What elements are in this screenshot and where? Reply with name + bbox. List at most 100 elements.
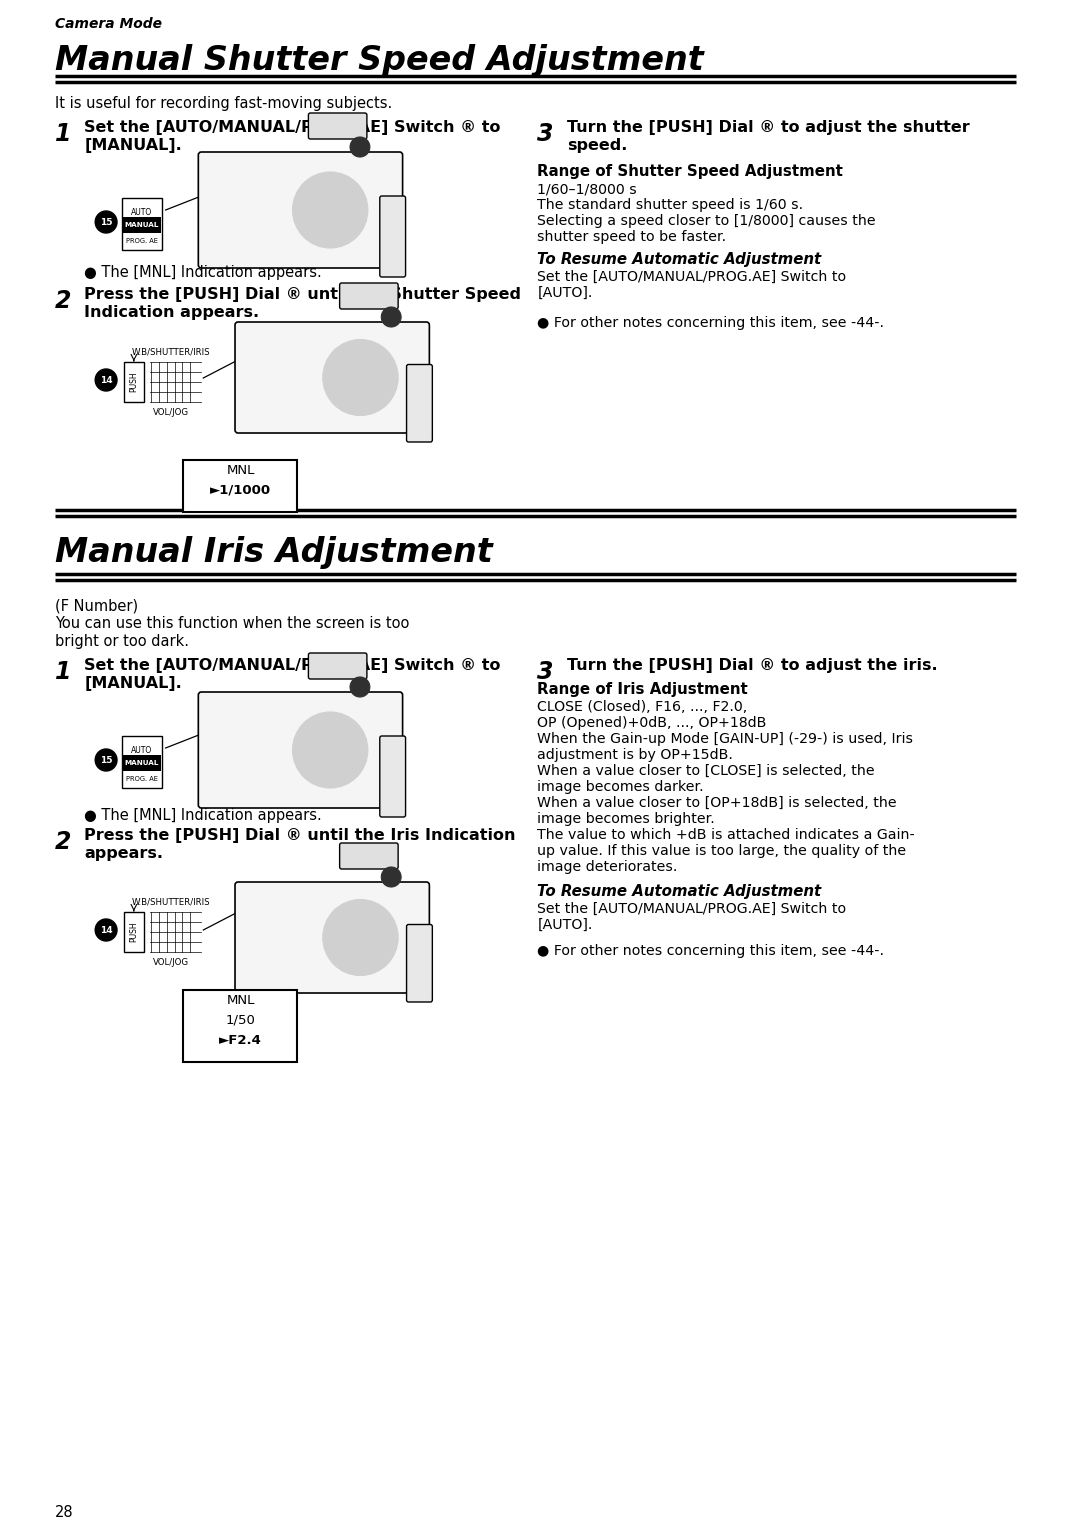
Text: W.B/SHUTTER/IRIS: W.B/SHUTTER/IRIS (132, 897, 210, 906)
Circle shape (95, 749, 117, 771)
Circle shape (150, 906, 201, 958)
Text: Set the [AUTO/MANUAL/PROG.AE] Switch to: Set the [AUTO/MANUAL/PROG.AE] Switch to (538, 902, 847, 916)
Circle shape (381, 307, 401, 327)
Text: The standard shutter speed is 1/60 s.: The standard shutter speed is 1/60 s. (538, 198, 804, 212)
Text: When the Gain-up Mode [GAIN-UP] (-29-) is used, Iris: When the Gain-up Mode [GAIN-UP] (-29-) i… (538, 732, 914, 746)
Text: (F Number): (F Number) (54, 598, 137, 613)
Text: MANUAL: MANUAL (124, 221, 159, 227)
Text: shutter speed to be faster.: shutter speed to be faster. (538, 230, 727, 244)
FancyBboxPatch shape (339, 282, 399, 308)
Text: ● For other notes concerning this item, see -44-.: ● For other notes concerning this item, … (538, 945, 885, 958)
Text: 15: 15 (99, 218, 112, 226)
Text: Selecting a speed closer to [1/8000] causes the: Selecting a speed closer to [1/8000] cau… (538, 214, 876, 227)
FancyBboxPatch shape (406, 365, 432, 443)
Text: AUTO: AUTO (131, 208, 152, 217)
Text: 28: 28 (54, 1505, 73, 1520)
Text: 1: 1 (54, 661, 71, 684)
Circle shape (95, 211, 117, 233)
FancyBboxPatch shape (122, 198, 162, 250)
Circle shape (321, 740, 340, 760)
Text: To Resume Automatic Adjustment: To Resume Automatic Adjustment (538, 252, 822, 267)
Text: image deteriorates.: image deteriorates. (538, 861, 678, 874)
Circle shape (95, 919, 117, 942)
Text: VOL/JOG: VOL/JOG (152, 957, 189, 966)
Text: image becomes darker.: image becomes darker. (538, 780, 704, 794)
Text: [MANUAL].: [MANUAL]. (84, 676, 183, 691)
Circle shape (95, 369, 117, 391)
Text: 2: 2 (54, 288, 71, 313)
Text: OP (Opened)+0dB, ..., OP+18dB: OP (Opened)+0dB, ..., OP+18dB (538, 716, 767, 729)
Text: Manual Iris Adjustment: Manual Iris Adjustment (54, 536, 492, 569)
Text: CLOSE (Closed), F16, ..., F2.0,: CLOSE (Closed), F16, ..., F2.0, (538, 700, 747, 714)
Text: When a value closer to [OP+18dB] is selected, the: When a value closer to [OP+18dB] is sele… (538, 797, 897, 810)
Text: You can use this function when the screen is too: You can use this function when the scree… (54, 617, 409, 630)
Circle shape (351, 928, 370, 948)
Text: 1/60–1/8000 s: 1/60–1/8000 s (538, 182, 637, 195)
Text: 14: 14 (99, 925, 112, 934)
Text: MANUAL: MANUAL (124, 760, 159, 766)
Text: The value to which +dB is attached indicates a Gain-: The value to which +dB is attached indic… (538, 829, 915, 842)
FancyBboxPatch shape (123, 755, 161, 771)
Text: Manual Shutter Speed Adjustment: Manual Shutter Speed Adjustment (54, 44, 703, 76)
Text: ● For other notes concerning this item, see -44-.: ● For other notes concerning this item, … (538, 316, 885, 330)
FancyBboxPatch shape (380, 736, 406, 816)
Text: up value. If this value is too large, the quality of the: up value. If this value is too large, th… (538, 844, 906, 858)
Text: Turn the [PUSH] Dial ® to adjust the iris.: Turn the [PUSH] Dial ® to adjust the iri… (567, 658, 937, 673)
Text: [AUTO].: [AUTO]. (538, 919, 593, 932)
Circle shape (150, 356, 201, 407)
Text: W.B/SHUTTER/IRIS: W.B/SHUTTER/IRIS (132, 348, 210, 357)
Circle shape (381, 867, 401, 887)
Text: ● The [MNL] Indication appears.: ● The [MNL] Indication appears. (84, 807, 322, 823)
Text: Indication appears.: Indication appears. (84, 305, 259, 320)
Circle shape (350, 137, 369, 157)
Circle shape (312, 192, 348, 227)
FancyBboxPatch shape (124, 362, 144, 401)
Text: To Resume Automatic Adjustment: To Resume Automatic Adjustment (538, 884, 822, 899)
Circle shape (333, 349, 388, 406)
Text: PUSH: PUSH (130, 922, 138, 943)
Circle shape (342, 920, 378, 955)
Text: VOL/JOG: VOL/JOG (152, 407, 189, 417)
Text: image becomes brighter.: image becomes brighter. (538, 812, 715, 826)
Text: PROG. AE: PROG. AE (126, 238, 158, 244)
Text: [AUTO].: [AUTO]. (538, 285, 593, 301)
Text: appears.: appears. (84, 845, 163, 861)
FancyBboxPatch shape (124, 913, 144, 952)
FancyBboxPatch shape (406, 925, 432, 1003)
Circle shape (323, 899, 399, 975)
Text: speed.: speed. (567, 137, 627, 153)
Circle shape (323, 339, 399, 415)
Text: Range of Iris Adjustment: Range of Iris Adjustment (538, 682, 748, 697)
Circle shape (302, 722, 357, 778)
FancyBboxPatch shape (122, 736, 162, 787)
Circle shape (293, 172, 368, 249)
FancyBboxPatch shape (184, 459, 297, 513)
Text: 3: 3 (538, 122, 554, 146)
FancyBboxPatch shape (309, 113, 367, 139)
Text: bright or too dark.: bright or too dark. (54, 633, 189, 649)
Circle shape (342, 360, 378, 395)
FancyBboxPatch shape (199, 691, 403, 807)
Text: MNL: MNL (227, 993, 255, 1007)
Text: Range of Shutter Speed Adjustment: Range of Shutter Speed Adjustment (538, 163, 843, 179)
Text: Press the [PUSH] Dial ® until the Shutter Speed: Press the [PUSH] Dial ® until the Shutte… (84, 287, 522, 302)
Text: Set the [AUTO/MANUAL/PROG.AE] Switch ® to: Set the [AUTO/MANUAL/PROG.AE] Switch ® t… (84, 121, 501, 134)
Text: Set the [AUTO/MANUAL/PROG.AE] Switch to: Set the [AUTO/MANUAL/PROG.AE] Switch to (538, 270, 847, 284)
Text: 1/50: 1/50 (226, 1013, 255, 1027)
Circle shape (321, 200, 340, 220)
Text: Press the [PUSH] Dial ® until the Iris Indication: Press the [PUSH] Dial ® until the Iris I… (84, 829, 516, 842)
Text: PROG. AE: PROG. AE (126, 777, 158, 781)
Text: 15: 15 (99, 755, 112, 765)
Text: adjustment is by OP+15dB.: adjustment is by OP+15dB. (538, 748, 733, 761)
Text: It is useful for recording fast-moving subjects.: It is useful for recording fast-moving s… (54, 96, 392, 111)
Text: 14: 14 (99, 375, 112, 385)
FancyBboxPatch shape (235, 882, 430, 993)
Circle shape (350, 678, 369, 697)
Text: MNL: MNL (227, 464, 255, 476)
Circle shape (293, 713, 368, 787)
Circle shape (351, 368, 370, 388)
FancyBboxPatch shape (184, 990, 297, 1062)
Text: ►F2.4: ►F2.4 (219, 1033, 262, 1047)
FancyBboxPatch shape (339, 842, 399, 868)
Text: ►1/1000: ►1/1000 (210, 484, 271, 496)
